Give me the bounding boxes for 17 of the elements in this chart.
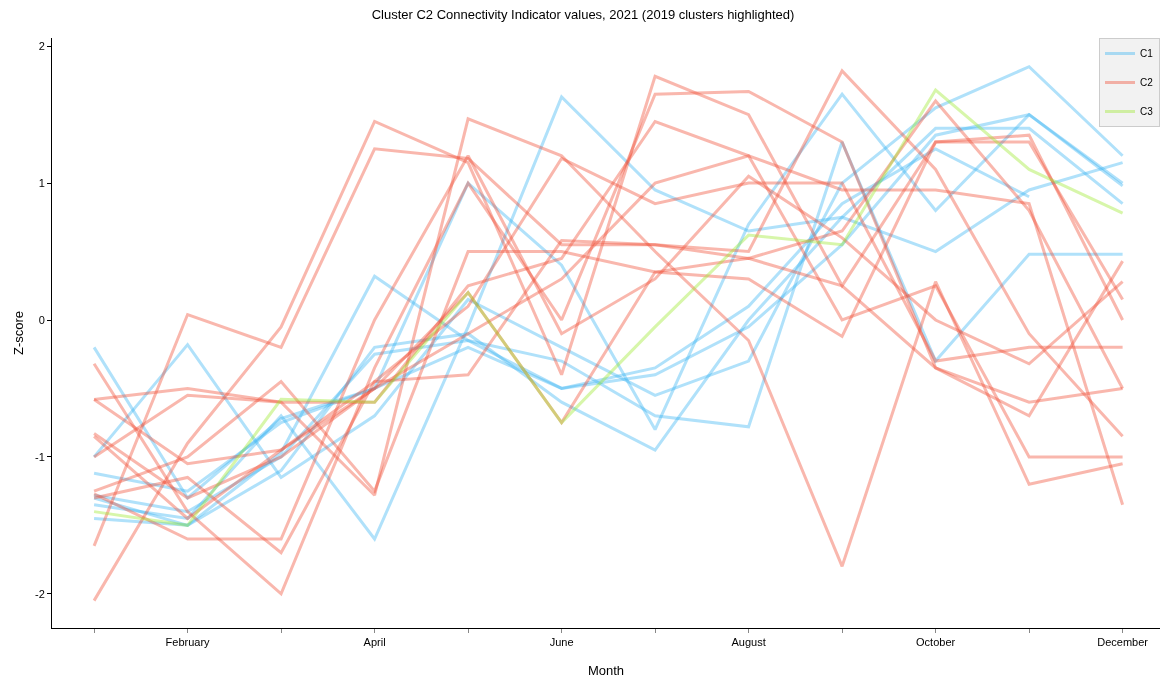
y-tick-label: 0	[38, 313, 45, 326]
x-tick-label: October	[916, 636, 956, 649]
legend-label: C3	[1140, 106, 1154, 118]
chart-title: Cluster C2 Connectivity Indicator values, 2021 (2019 clusters highlighted)	[371, 7, 795, 23]
y-tick-label: 1	[38, 176, 45, 189]
x-tick-label: April	[363, 636, 386, 649]
x-tick-label: February	[165, 636, 211, 649]
x-tick-label: June	[549, 636, 574, 649]
x-tick-label: August	[731, 636, 766, 649]
x-tick-label: December	[1097, 636, 1149, 649]
y-tick-label: -1	[35, 450, 45, 463]
y-axis-title: Z-score	[10, 310, 26, 356]
legend-label: C1	[1140, 48, 1154, 60]
y-tick-label: -2	[35, 587, 45, 600]
y-tick-label: 2	[38, 40, 45, 53]
legend-label: C2	[1140, 77, 1154, 89]
x-axis-title: Month	[587, 662, 625, 678]
